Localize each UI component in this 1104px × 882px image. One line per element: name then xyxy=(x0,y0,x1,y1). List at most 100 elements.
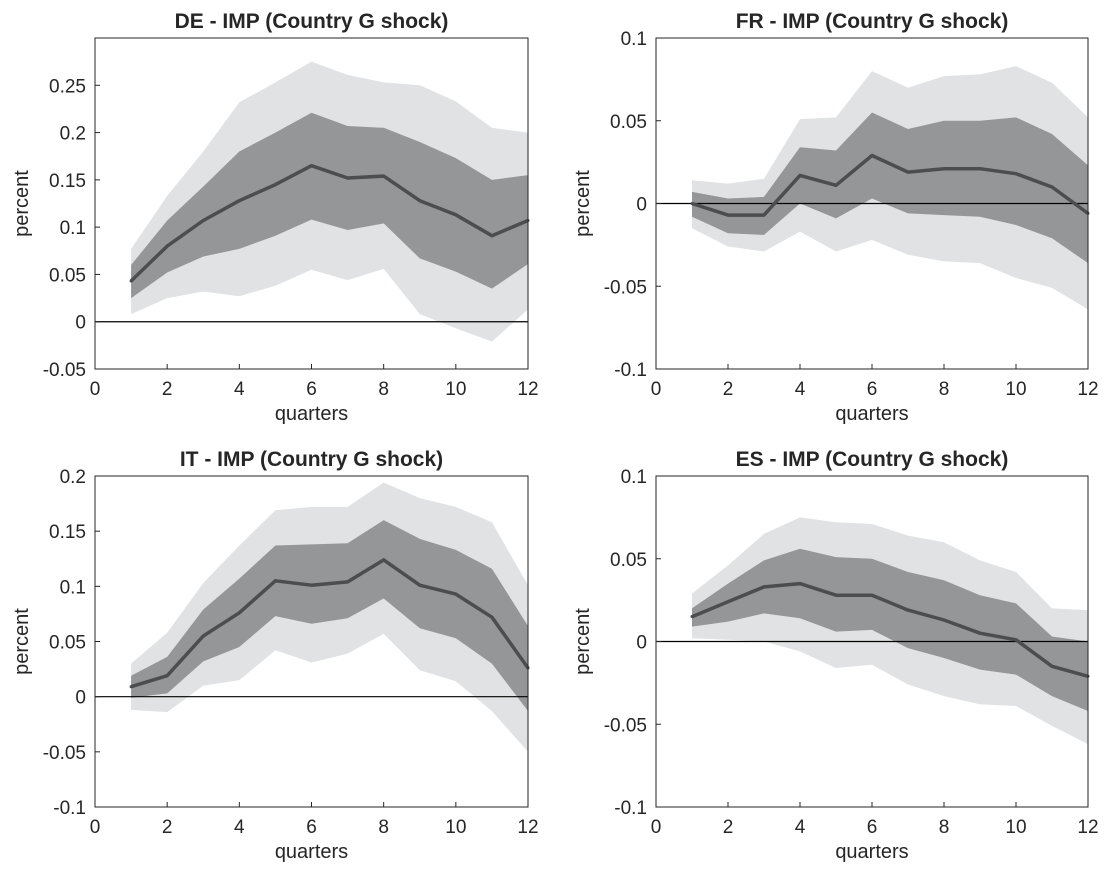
chart-fr-xtick-label: 10 xyxy=(1005,379,1026,400)
chart-it-median-point xyxy=(273,579,277,583)
chart-de-ytick-label: 0.05 xyxy=(49,265,86,286)
chart-es-xtick-label: 0 xyxy=(651,817,662,838)
chart-it-xtick-label: 4 xyxy=(234,817,245,838)
chart-de-median-point xyxy=(273,183,277,187)
chart-it-median-point xyxy=(165,674,169,678)
chart-fr-xtick-label: 2 xyxy=(723,379,734,400)
chart-fr-xtick-label: 4 xyxy=(795,379,806,400)
chart-de-ytick-label: 0.2 xyxy=(60,124,86,145)
chart-de-ytick-label: 0.25 xyxy=(49,76,86,97)
chart-es-ytick-label: -0.1 xyxy=(614,798,647,819)
chart-de-inner-band xyxy=(131,112,528,299)
chart-de-median-point xyxy=(165,244,169,248)
chart-it-ylabel: percent xyxy=(11,608,33,675)
chart-fr-ytick-label: 0.05 xyxy=(610,112,647,133)
chart-es-xlabel: quarters xyxy=(835,841,908,863)
chart-es-median-point xyxy=(906,608,910,612)
chart-de-xtick-label: 12 xyxy=(517,379,538,400)
chart-de-ylabel: percent xyxy=(11,170,33,237)
chart-de-median-point xyxy=(129,279,133,283)
chart-de-xtick-label: 4 xyxy=(234,379,245,400)
chart-fr-ytick-label: -0.1 xyxy=(614,360,647,381)
chart-fr-median-point xyxy=(870,154,874,158)
chart-es-ylabel: percent xyxy=(572,608,594,675)
chart-de-median-point xyxy=(382,174,386,178)
chart-it-xtick-label: 2 xyxy=(162,817,173,838)
chart-it-xlabel: quarters xyxy=(275,841,348,863)
chart-de-xlabel: quarters xyxy=(275,403,348,425)
chart-fr: 0 2 4 6 8 10 12 -0.1 -0.05 0 0.05 0.1 FR - IMP (Coun… xyxy=(572,10,1099,425)
chart-es-xtick-label: 6 xyxy=(867,817,878,838)
chart-it-median-point xyxy=(237,611,241,615)
chart-it-median-point xyxy=(418,583,422,587)
chart-es-xtick-label: 12 xyxy=(1077,817,1098,838)
chart-fr-median-point xyxy=(834,183,838,187)
chart-es-median-point xyxy=(690,615,694,619)
chart-es-ytick-label: 0.05 xyxy=(610,550,647,571)
chart-es-median-point xyxy=(762,585,766,589)
chart-de-median-point xyxy=(418,199,422,203)
chart-de-ytick-label: 0.1 xyxy=(60,218,86,239)
chart-de-ytick-label: 0 xyxy=(75,313,86,334)
chart-es-median-line xyxy=(691,581,1089,678)
chart-es-ytick-label: 0 xyxy=(636,633,647,654)
chart-es-xtick-label: 4 xyxy=(795,817,806,838)
chart-it-median-line xyxy=(130,558,530,689)
chart-es: 0 2 4 6 8 10 12 -0.1 -0.05 0 0.05 0.1 ES - IMP (Coun… xyxy=(572,448,1099,863)
chart-it-median-point xyxy=(310,583,313,587)
chart-fr-median-line xyxy=(691,153,1090,217)
chart-es-inner-band xyxy=(692,548,1088,711)
chart-de-median-point xyxy=(201,219,205,223)
chart-es-median-point xyxy=(942,618,946,622)
chart-it-median-point xyxy=(129,685,133,689)
chart-de-median-point xyxy=(490,234,494,238)
chart-fr-median-point xyxy=(978,167,982,171)
chart-de-title: DE - IMP (Country G shock) xyxy=(175,10,449,33)
chart-fr-ytick-label: 0.1 xyxy=(621,29,647,50)
chart-fr-xtick-label: 0 xyxy=(651,379,662,400)
chart-fr-xtick-label: 12 xyxy=(1077,379,1098,400)
chart-es-xtick-label: 10 xyxy=(1005,817,1026,838)
chart-de-xtick-label: 6 xyxy=(306,379,317,400)
chart-it-median-point xyxy=(382,558,386,562)
chart-it-median-point xyxy=(454,592,458,596)
chart-fr-median-point xyxy=(798,173,802,177)
chart-es-median-point xyxy=(1014,638,1018,642)
chart-de-ytick-label: -0.05 xyxy=(43,360,86,381)
chart-it-median-point xyxy=(346,580,350,584)
chart-es-median-point xyxy=(726,600,730,604)
chart-fr-median-point xyxy=(942,167,946,171)
chart-fr-xtick-label: 6 xyxy=(867,379,878,400)
chart-fr-xlabel: quarters xyxy=(835,403,908,425)
chart-de-median-point xyxy=(346,176,350,180)
chart-it-ytick-label: 0.2 xyxy=(60,467,86,488)
chart-it-xtick-label: 0 xyxy=(90,817,101,838)
chart-de-xtick-label: 10 xyxy=(445,379,466,400)
chart-it-xtick-label: 8 xyxy=(378,817,389,838)
chart-it-xtick-label: 10 xyxy=(445,817,466,838)
chart-de-median-point xyxy=(454,213,458,217)
chart-it-ytick-label: -0.05 xyxy=(43,743,86,764)
chart-it-inner-band xyxy=(131,520,528,711)
chart-de-xtick-label: 8 xyxy=(378,379,389,400)
chart-de-ytick-label: 0.15 xyxy=(49,171,86,192)
chart-fr-median-point xyxy=(762,213,766,217)
chart-it-ytick-label: -0.1 xyxy=(53,798,86,819)
chart-es-median-point xyxy=(1050,664,1054,668)
chart-de-median-line xyxy=(129,163,529,283)
chart-fr-median-point xyxy=(726,213,730,217)
chart-es-median-point xyxy=(834,593,838,597)
chart-fr-median-point xyxy=(906,170,910,174)
chart-es-ytick-label: -0.05 xyxy=(604,715,647,736)
chart-it-median-point xyxy=(490,615,494,619)
chart-es-ytick-label: 0.1 xyxy=(621,467,647,488)
chart-es-xtick-label: 8 xyxy=(939,817,950,838)
chart-fr-median-point xyxy=(690,202,694,205)
chart-it: 0 2 4 6 8 10 12 -0.1 -0.05 0 0.05 0.1 0.15 0.2 IT - IM… xyxy=(11,448,539,863)
chart-es-median-point xyxy=(870,593,874,597)
chart-es-median-point xyxy=(978,631,982,635)
chart-es-xtick-label: 2 xyxy=(723,817,734,838)
